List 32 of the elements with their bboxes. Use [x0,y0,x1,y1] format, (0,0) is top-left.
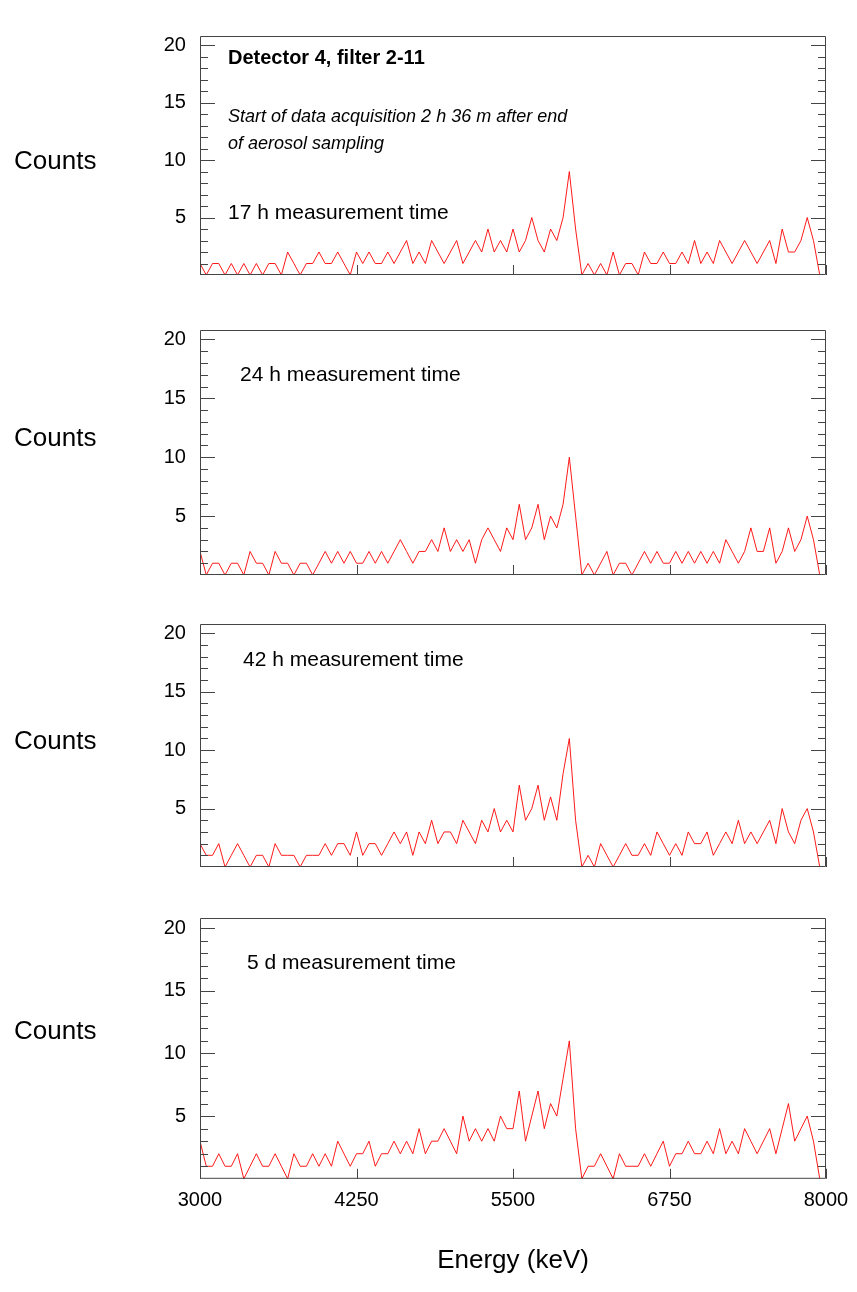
x-tick-label: 4250 [334,1188,379,1211]
y-tick-label: 15 [163,679,186,702]
y-tick-label: 5 [174,503,186,526]
y-tick-label: 5 [174,205,186,228]
x-tick-label: 8000 [803,1188,849,1211]
text: Detector 4, filter 2-11 [228,46,425,69]
x-tick-label: 3000 [177,1188,223,1211]
y-tick-label: 20 [163,32,186,55]
annotation: 17 h measurement time [228,200,449,224]
y-axis-title: Counts [14,725,97,756]
y-tick-label: 10 [163,444,186,467]
x-tick-label: 5500 [490,1188,536,1211]
y-axis-title: Counts [14,1015,97,1046]
y-tick-label: 15 [163,90,186,113]
x-axis-title: Energy (keV) [437,1243,589,1274]
y-tick-label: 20 [163,620,186,643]
x-tick-label: 6750 [647,1188,692,1211]
y-axis-title: Counts [14,145,97,176]
y-axis-title: Counts [14,422,97,453]
y-tick-label: 10 [163,147,186,170]
y-tick-label: 5 [174,1103,186,1126]
y-tick-label: 5 [174,796,186,819]
y-tick-label: 15 [163,385,186,408]
y-tick-label: 20 [163,326,186,349]
text: Start of data acquisition 2 h 36 m after end of aerosol sampling [228,105,569,155]
y-tick-label: 20 [163,915,186,938]
annotation: 5 d measurement time [247,950,456,974]
y-tick-label: 10 [163,737,186,760]
y-tick-label: 10 [163,1040,186,1063]
annotation: 24 h measurement time [240,362,461,386]
annotation: 42 h measurement time [243,647,464,671]
y-tick-label: 15 [163,978,186,1001]
